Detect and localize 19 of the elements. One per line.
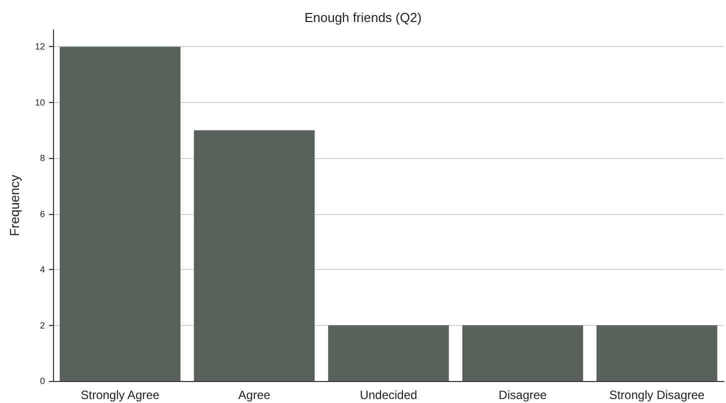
y-tick-label: 12	[34, 42, 45, 52]
y-tick-label: 2	[40, 320, 45, 330]
x-tick-label: Strongly Agree	[80, 388, 160, 402]
x-tick-label: Strongly Disagree	[609, 388, 705, 402]
bar	[194, 130, 315, 381]
y-axis-title: Frequency	[7, 174, 22, 236]
bar	[328, 325, 449, 381]
x-tick-label: Undecided	[360, 388, 418, 402]
bar	[596, 325, 718, 381]
x-tick-label: Agree	[238, 388, 271, 402]
x-tick-label: Disagree	[498, 388, 548, 402]
bar	[462, 325, 584, 381]
y-tick-label: 6	[40, 208, 45, 219]
y-tick-label: 4	[40, 264, 45, 275]
bar	[60, 46, 180, 381]
chart-title: Enough friends (Q2)	[304, 10, 422, 25]
y-tick-label: 10	[34, 97, 45, 108]
y-tick-label: 0	[40, 376, 45, 386]
y-tick-label: 8	[40, 153, 45, 164]
